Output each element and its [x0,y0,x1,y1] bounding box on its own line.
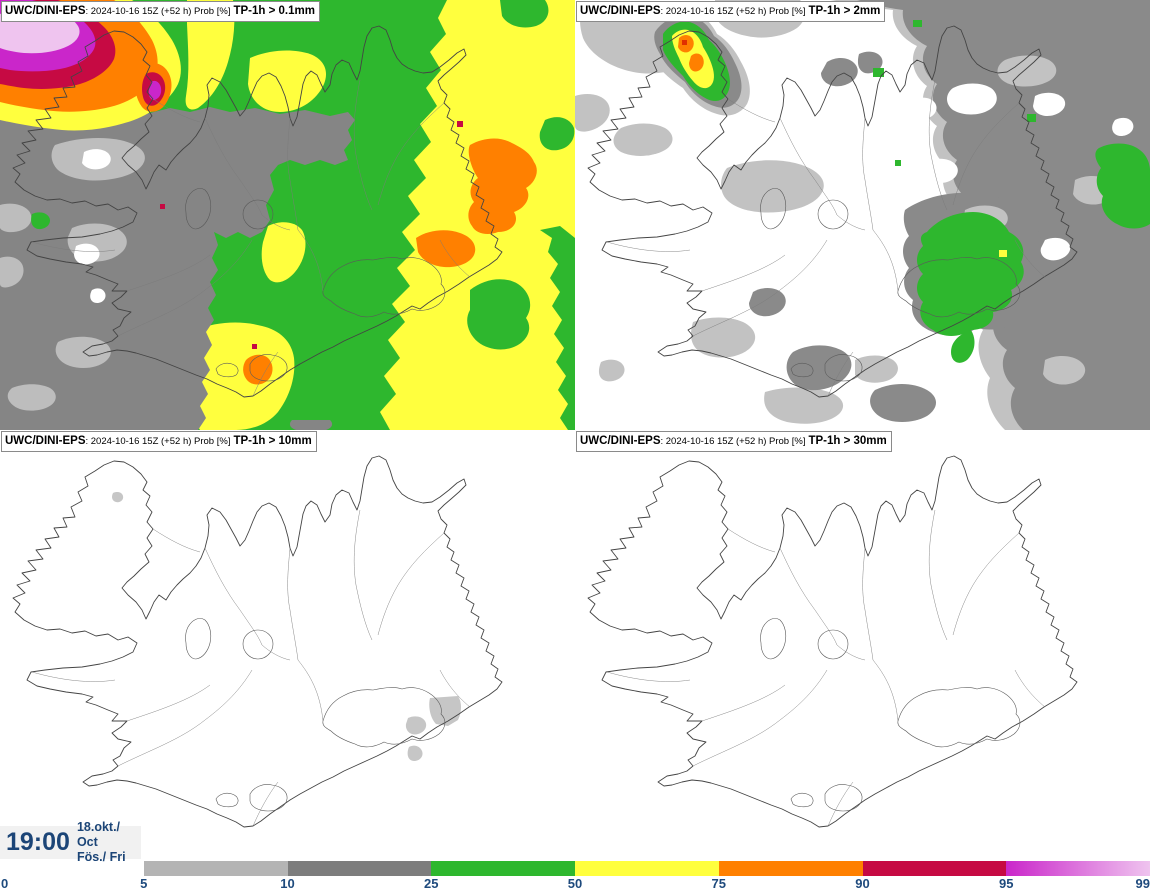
colorbar-segment [431,861,575,876]
colorbar-tick-label: 95 [999,876,1014,891]
colorbar-tick-label: 10 [280,876,295,891]
valid-date: 18.okt./ Oct Fös./ Fri [77,820,141,864]
precip-field [0,0,575,430]
model-name: UWC/DINI-EPS [5,435,86,447]
colorbar-segment [862,861,1007,876]
run-info: : 2024-10-16 15Z (+52 h) Prob [%] [85,6,231,17]
colorbar-tick-label: 25 [424,876,439,891]
model-name: UWC/DINI-EPS [5,5,86,17]
run-info: : 2024-10-16 15Z (+52 h) Prob [%] [660,436,806,447]
run-info: : 2024-10-16 15Z (+52 h) Prob [%] [85,436,231,447]
map-panel-tp-10mm: UWC/DINI-EPS: 2024-10-16 15Z (+52 h) Pro… [0,430,575,860]
panel-title: UWC/DINI-EPS: 2024-10-16 15Z (+52 h) Pro… [1,431,317,452]
threshold-label: TP-1h > 2mm [808,5,881,17]
panel-title: UWC/DINI-EPS: 2024-10-16 15Z (+52 h) Pro… [576,431,892,452]
colorbar [143,861,1150,876]
precip-field [575,0,1150,430]
valid-date-line1: 18.okt./ Oct [76,820,121,850]
run-info: : 2024-10-16 15Z (+52 h) Prob [%] [660,6,806,17]
colorbar-segment [287,861,432,876]
model-name: UWC/DINI-EPS [580,435,661,447]
map-panel-tp-30mm: UWC/DINI-EPS: 2024-10-16 15Z (+52 h) Pro… [575,430,1150,860]
map-panel-tp-2mm: UWC/DINI-EPS: 2024-10-16 15Z (+52 h) Pro… [575,0,1150,430]
colorbar-tick-label: 0 [1,876,9,891]
precip-probability-map-10mm [0,430,575,860]
valid-date-line2: Fös./ Fri [76,849,126,864]
threshold-label: TP-1h > 30mm [808,435,887,447]
precip-probability-map-0.1mm [0,0,575,430]
colorbar-segment [718,861,863,876]
valid-time: 19:00 [6,828,70,856]
precip-probability-map-30mm [575,430,1150,860]
precip-probability-map-2mm [575,0,1150,430]
panel-title: UWC/DINI-EPS: 2024-10-16 15Z (+52 h) Pro… [576,1,886,22]
colorbar-segment [1006,861,1150,876]
precip-field [575,430,1150,860]
colorbar-segment [143,861,288,876]
map-panel-tp-0.1mm: UWC/DINI-EPS: 2024-10-16 15Z (+52 h) Pro… [0,0,575,430]
colorbar-tick-label: 90 [855,876,870,891]
valid-time-display: 19:00 18.okt./ Oct Fös./ Fri [0,820,141,864]
colorbar-tick-label: 50 [567,876,583,891]
threshold-label: TP-1h > 10mm [233,435,312,447]
panel-title: UWC/DINI-EPS: 2024-10-16 15Z (+52 h) Pro… [1,1,320,22]
precip-field [0,430,575,860]
colorbar-ticks: 0 5 10 25 50 75 90 95 99 [0,876,1150,891]
threshold-label: TP-1h > 0.1mm [233,5,315,17]
colorbar-segment [575,861,719,876]
colorbar-tick-label: 75 [711,876,726,891]
colorbar-tick-label: 5 [140,876,148,891]
probability-legend: 0 5 10 25 50 75 90 95 99 [0,860,1150,891]
colorbar-tick-label: 99 [1135,876,1150,891]
model-name: UWC/DINI-EPS [580,5,661,17]
